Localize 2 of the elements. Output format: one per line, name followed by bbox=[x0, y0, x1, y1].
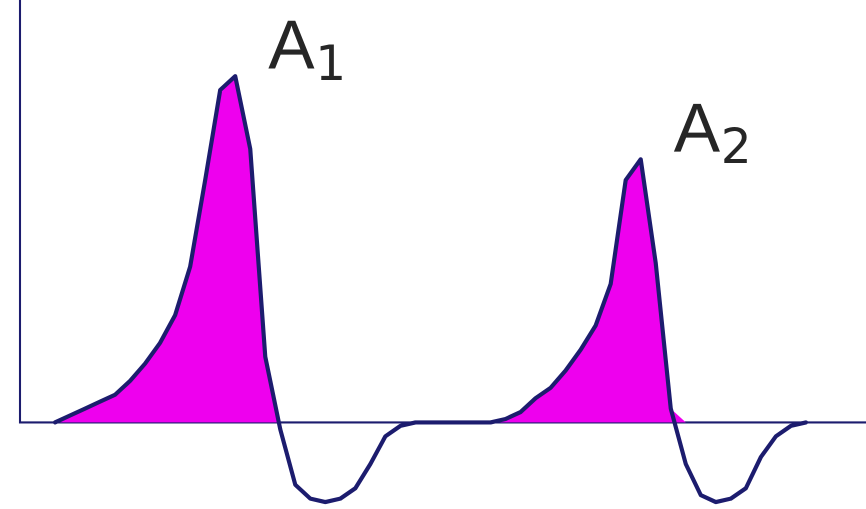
annotation: A$_{2}$ bbox=[674, 104, 747, 164]
annotation: A$_{1}$ bbox=[268, 20, 342, 80]
